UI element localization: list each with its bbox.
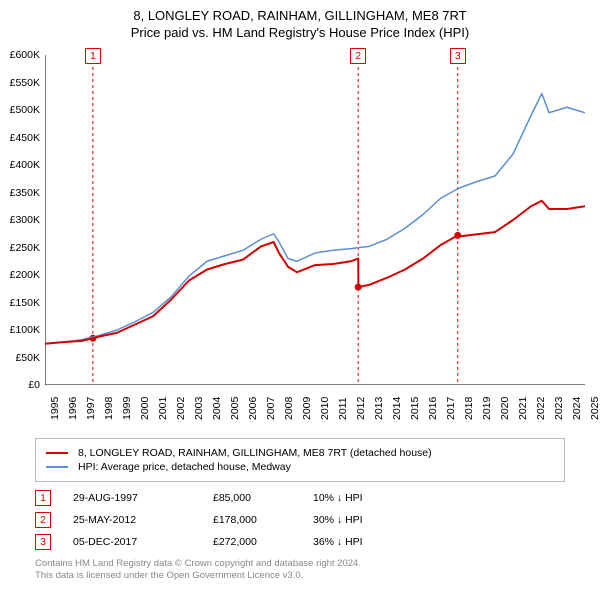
x-tick-label: 2017 [445, 397, 457, 420]
x-tick-label: 2004 [211, 397, 223, 420]
x-tick-label: 2010 [319, 397, 331, 420]
x-tick-label: 2023 [553, 397, 565, 420]
chart-marker-3: 3 [450, 48, 466, 64]
x-tick-label: 2014 [391, 397, 403, 420]
y-tick-label: £100K [10, 324, 40, 336]
legend-label-hpi: HPI: Average price, detached house, Medw… [78, 461, 291, 473]
legend-item-hpi: HPI: Average price, detached house, Medw… [46, 461, 554, 473]
x-tick-label: 1998 [103, 397, 115, 420]
y-tick-label: £450K [10, 132, 40, 144]
x-tick-label: 2015 [409, 397, 421, 420]
table-row: 3 05-DEC-2017 £272,000 36% ↓ HPI [35, 534, 413, 550]
sale-price: £85,000 [213, 492, 313, 504]
sale-date: 25-MAY-2012 [73, 514, 213, 526]
y-tick-label: £550K [10, 77, 40, 89]
y-tick-label: £300K [10, 214, 40, 226]
x-tick-label: 2009 [301, 397, 313, 420]
x-tick-label: 2013 [373, 397, 385, 420]
x-tick-label: 2021 [517, 397, 529, 420]
title-line-1: 8, LONGLEY ROAD, RAINHAM, GILLINGHAM, ME… [0, 8, 600, 25]
x-tick-label: 2001 [157, 397, 169, 420]
sale-pct: 36% ↓ HPI [313, 536, 413, 548]
sale-pct: 30% ↓ HPI [313, 514, 413, 526]
sale-marker-3: 3 [35, 534, 51, 550]
y-tick-label: £150K [10, 297, 40, 309]
chart-marker-1: 1 [85, 48, 101, 64]
y-tick-label: £400K [10, 159, 40, 171]
x-tick-label: 1999 [121, 397, 133, 420]
legend-label-property: 8, LONGLEY ROAD, RAINHAM, GILLINGHAM, ME… [78, 447, 432, 459]
sale-price: £178,000 [213, 514, 313, 526]
sales-table: 1 29-AUG-1997 £85,000 10% ↓ HPI 2 25-MAY… [35, 490, 413, 556]
sale-price: £272,000 [213, 536, 313, 548]
x-tick-label: 2022 [535, 397, 547, 420]
x-tick-label: 2003 [193, 397, 205, 420]
y-tick-label: £600K [10, 49, 40, 61]
title-line-2: Price paid vs. HM Land Registry's House … [0, 25, 600, 42]
sale-pct: 10% ↓ HPI [313, 492, 413, 504]
x-tick-label: 2019 [481, 397, 493, 420]
x-tick-label: 1995 [49, 397, 61, 420]
x-tick-label: 2008 [283, 397, 295, 420]
y-tick-label: £0 [28, 379, 40, 391]
x-axis: 1995 1996 1997 1998 1999 2000 2001 2002 2003 2004… [45, 385, 585, 430]
footer-line-2: This data is licensed under the Open Gov… [35, 570, 361, 582]
x-tick-label: 2002 [175, 397, 187, 420]
table-row: 1 29-AUG-1997 £85,000 10% ↓ HPI [35, 490, 413, 506]
chart-title: 8, LONGLEY ROAD, RAINHAM, GILLINGHAM, ME… [0, 0, 600, 42]
x-tick-label: 2024 [571, 397, 583, 420]
x-tick-label: 2006 [247, 397, 259, 420]
legend-item-property: 8, LONGLEY ROAD, RAINHAM, GILLINGHAM, ME… [46, 447, 554, 459]
sale-date: 05-DEC-2017 [73, 536, 213, 548]
legend-swatch-property [46, 452, 68, 454]
x-tick-label: 2005 [229, 397, 241, 420]
y-tick-label: £50K [15, 352, 40, 364]
y-axis: £0£50K£100K£150K£200K£250K£300K£350K£400… [0, 55, 45, 385]
x-tick-label: 1996 [67, 397, 79, 420]
x-tick-label: 2025 [589, 397, 600, 420]
x-tick-label: 2018 [463, 397, 475, 420]
x-tick-label: 2016 [427, 397, 439, 420]
sale-marker-1: 1 [35, 490, 51, 506]
x-tick-label: 2012 [355, 397, 367, 420]
legend-swatch-hpi [46, 466, 68, 468]
sale-date: 29-AUG-1997 [73, 492, 213, 504]
x-tick-label: 2007 [265, 397, 277, 420]
y-tick-label: £250K [10, 242, 40, 254]
legend: 8, LONGLEY ROAD, RAINHAM, GILLINGHAM, ME… [35, 438, 565, 482]
attribution-footer: Contains HM Land Registry data © Crown c… [35, 558, 361, 582]
chart-plot-area [45, 55, 585, 385]
table-row: 2 25-MAY-2012 £178,000 30% ↓ HPI [35, 512, 413, 528]
footer-line-1: Contains HM Land Registry data © Crown c… [35, 558, 361, 570]
sale-marker-2: 2 [35, 512, 51, 528]
y-tick-label: £200K [10, 269, 40, 281]
x-tick-label: 1997 [85, 397, 97, 420]
x-tick-label: 2011 [337, 397, 349, 420]
y-tick-label: £350K [10, 187, 40, 199]
x-tick-label: 2020 [499, 397, 511, 420]
y-tick-label: £500K [10, 104, 40, 116]
x-tick-label: 2000 [139, 397, 151, 420]
chart-marker-2: 2 [350, 48, 366, 64]
